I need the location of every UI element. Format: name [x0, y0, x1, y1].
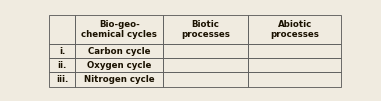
Bar [75, 44, 163, 58]
Text: Oxygen cycle: Oxygen cycle [87, 61, 151, 70]
Bar [49, 15, 75, 44]
Bar [248, 44, 341, 58]
Bar [248, 73, 341, 87]
Bar [163, 58, 248, 73]
Bar [49, 44, 75, 58]
Bar [248, 15, 341, 44]
Bar [163, 15, 248, 44]
Text: Biotic
processes: Biotic processes [181, 20, 230, 39]
Text: Bio-geo-
chemical cycles: Bio-geo- chemical cycles [81, 20, 157, 39]
Bar [163, 73, 248, 87]
Bar [75, 15, 163, 44]
Text: i.: i. [59, 46, 66, 56]
Text: Carbon cycle: Carbon cycle [88, 46, 150, 56]
Bar [75, 73, 163, 87]
Bar [248, 58, 341, 73]
Bar [75, 58, 163, 73]
Text: ii.: ii. [58, 61, 67, 70]
Bar [49, 58, 75, 73]
Text: Abiotic
processes: Abiotic processes [270, 20, 319, 39]
Bar [49, 73, 75, 87]
Text: Nitrogen cycle: Nitrogen cycle [84, 75, 155, 84]
Bar [163, 44, 248, 58]
Text: iii.: iii. [56, 75, 69, 84]
